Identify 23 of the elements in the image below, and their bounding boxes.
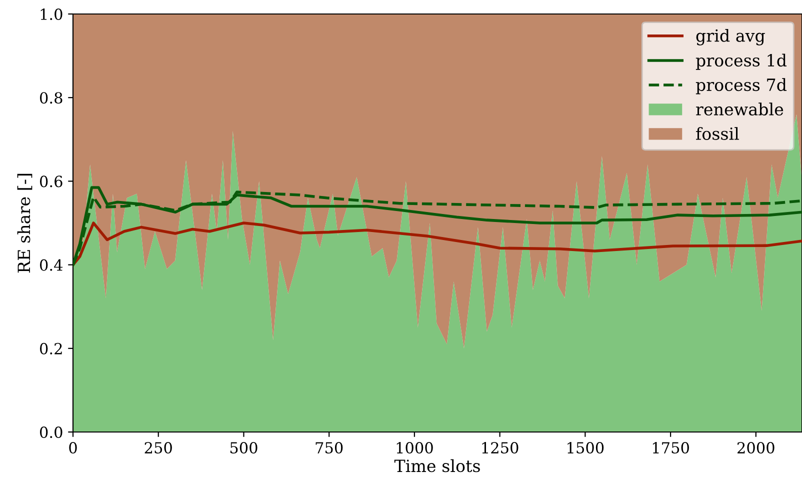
y-tick-label: 0.2 [40, 342, 62, 354]
y-axis-title: RE share [-] [17, 174, 32, 273]
legend-label: fossil [696, 127, 739, 140]
x-tick-label: 500 [230, 442, 258, 454]
x-tick-label: 1250 [482, 442, 518, 454]
legend-label: grid avg [696, 29, 765, 46]
x-tick-label: 1750 [652, 442, 689, 454]
x-tick-label: 750 [316, 442, 343, 454]
x-axis-title: Time slots [394, 459, 480, 472]
y-tick-label: 0.0 [40, 426, 62, 438]
legend-label: process 1d [696, 54, 787, 70]
legend-label: renewable [696, 102, 784, 116]
x-tick-label: 1000 [396, 442, 433, 454]
x-tick-label: 0 [69, 442, 77, 454]
x-tick-label: 2000 [738, 442, 774, 454]
y-tick-label: 0.8 [40, 92, 62, 104]
line-series [73, 222, 802, 266]
x-tick-label: 1500 [568, 442, 604, 454]
y-tick-label: 1.0 [40, 8, 62, 20]
y-tick-label: 0.4 [40, 259, 63, 271]
legend-label: process 7d [696, 78, 787, 94]
y-tick-label: 0.6 [40, 176, 62, 188]
x-tick-label: 250 [144, 442, 172, 454]
